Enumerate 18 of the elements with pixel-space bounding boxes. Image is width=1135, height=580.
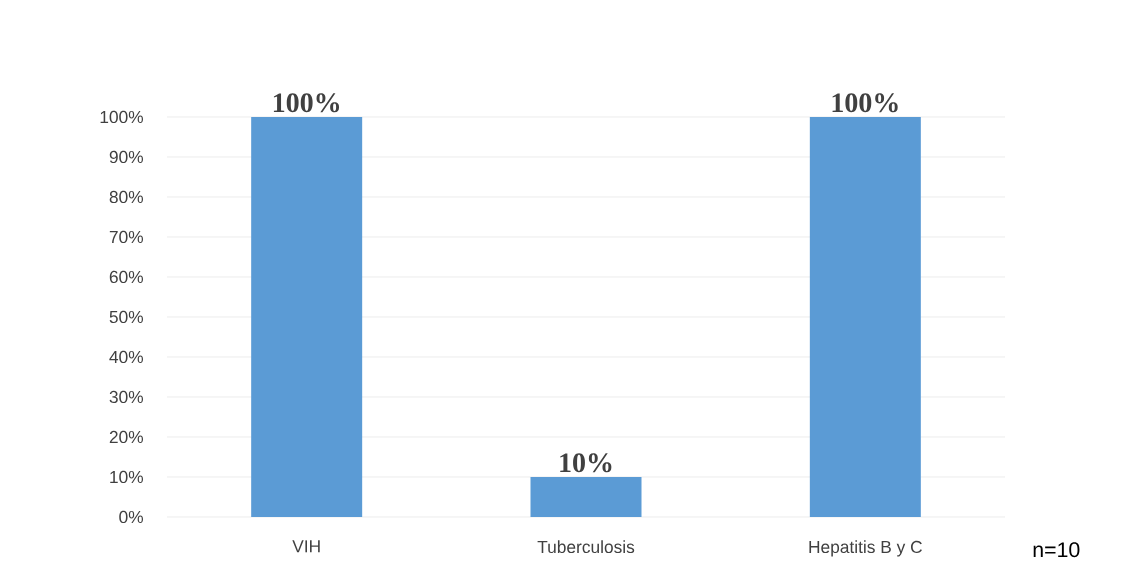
data-label: 100% <box>832 93 898 113</box>
y-tick-label: 10% <box>110 470 144 484</box>
text: n=10 <box>1033 542 1080 558</box>
data-label: 100% <box>273 93 340 113</box>
y-tick-label: 70% <box>109 230 144 244</box>
y-tick-label: 60% <box>109 270 144 284</box>
data-label: 10% <box>560 453 612 473</box>
y-tick-label: 0% <box>119 510 144 524</box>
y-tick-label: 30% <box>109 390 144 404</box>
x-tick-label: Hepatitis B y C <box>809 540 922 557</box>
y-tick-label: 100% <box>100 110 144 124</box>
x-tick-label: VIH <box>292 540 320 553</box>
y-tick-label: 50% <box>109 310 144 324</box>
x-tick-label: Tuberculosis <box>537 540 635 554</box>
y-tick-label: 40% <box>109 350 144 364</box>
y-tick-label: 80% <box>109 190 144 204</box>
y-tick-label: 20% <box>109 430 144 444</box>
y-tick-label: 90% <box>109 150 144 164</box>
